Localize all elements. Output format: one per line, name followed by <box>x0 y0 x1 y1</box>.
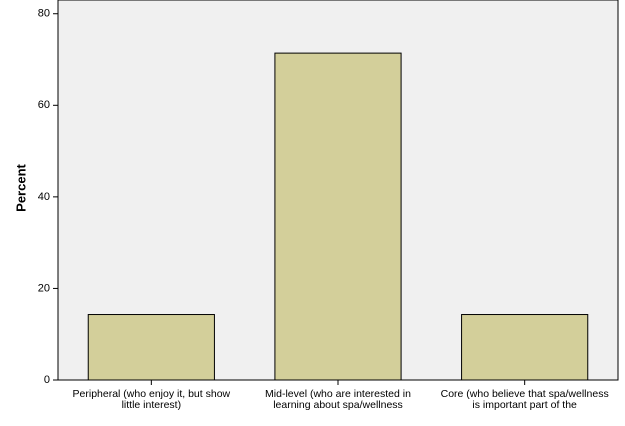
bar <box>274 52 402 381</box>
bar <box>461 314 589 381</box>
y-tick-label: 40 <box>38 191 50 203</box>
y-tick-label: 60 <box>38 99 50 111</box>
y-tick-label: 80 <box>38 8 50 20</box>
y-tick-label: 0 <box>44 374 50 386</box>
y-axis-label: Percent <box>13 163 28 211</box>
y-tick-label: 20 <box>38 282 50 294</box>
bar <box>87 314 215 381</box>
x-tick-label: Peripheral (who enjoy it, but show littl… <box>72 388 231 411</box>
x-tick-label: Mid-level (who are interested in learnin… <box>265 388 411 411</box>
x-tick-label: Core (who believe that spa/wellness is i… <box>440 388 609 411</box>
